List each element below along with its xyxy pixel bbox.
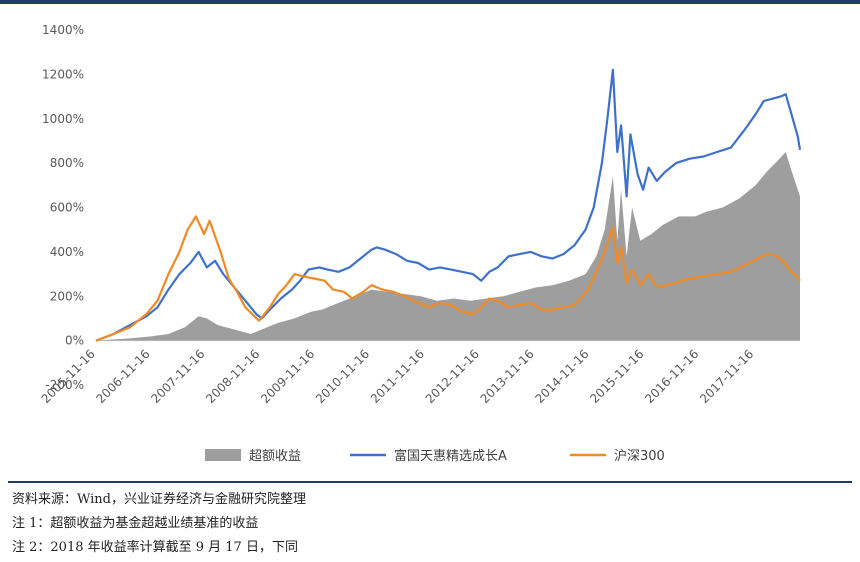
y-tick-label: 800% (50, 156, 84, 170)
y-tick-label: 400% (50, 245, 84, 259)
series-line-hs300 (95, 215, 801, 342)
x-axis: 2005-11-162006-11-162007-11-162008-11-16… (39, 347, 757, 406)
source-note: 资料来源：Wind，兴业证券经济与金融研究院整理 (12, 492, 306, 507)
x-tick-label: 2010-11-16 (313, 347, 372, 406)
notes-block: 资料来源：Wind，兴业证券经济与金融研究院整理 注 1：超额收益为基金超越业绩… (12, 488, 852, 560)
plot-area (95, 68, 802, 342)
series-area-excess-return (96, 152, 800, 341)
x-tick-label: 2006-11-16 (93, 347, 152, 406)
x-tick-label: 2017-11-16 (697, 347, 756, 406)
legend-label: 超额收益 (249, 449, 301, 464)
y-tick-label: 200% (50, 289, 84, 303)
x-tick-label: 2013-11-16 (478, 347, 537, 406)
x-tick-label: 2007-11-16 (148, 347, 207, 406)
x-tick-label: 2008-11-16 (203, 347, 262, 406)
legend: 超额收益 富国天惠精选成长A 沪深300 (205, 448, 665, 464)
x-tick-label: 2016-11-16 (642, 347, 701, 406)
x-tick-label: 2015-11-16 (587, 347, 646, 406)
series-line-fund (95, 68, 802, 342)
y-axis: 1400% 1200% 1000% 800% 600% 400% 200% 0% -200% (42, 23, 84, 392)
note-2: 注 2：2018 年收益率计算截至 9 月 17 日，下同 (12, 540, 298, 555)
x-tick-label: 2005-11-16 (39, 347, 98, 406)
y-tick-label: 0% (65, 334, 84, 348)
y-tick-label: 600% (50, 201, 84, 215)
y-tick-label: -200% (45, 378, 84, 392)
performance-chart: 1400% 1200% 1000% 800% 600% 400% 200% 0% -200% 2… (39, 23, 802, 464)
legend-label: 沪深300 (614, 448, 665, 464)
x-tick-label: 2014-11-16 (532, 347, 591, 406)
y-tick-label: 1400% (42, 23, 84, 37)
note-1: 注 1：超额收益为基金超越业绩基准的收益 (12, 516, 259, 531)
divider-line (8, 481, 852, 483)
legend-label: 富国天惠精选成长A (394, 448, 507, 464)
x-tick-label: 2011-11-16 (368, 347, 427, 406)
y-tick-label: 1000% (42, 112, 84, 126)
top-rule (0, 0, 860, 4)
x-tick-label: 2012-11-16 (423, 347, 482, 406)
y-tick-label: 1200% (42, 67, 84, 81)
legend-swatch-area (205, 449, 241, 461)
x-tick-label: 2009-11-16 (258, 347, 317, 406)
